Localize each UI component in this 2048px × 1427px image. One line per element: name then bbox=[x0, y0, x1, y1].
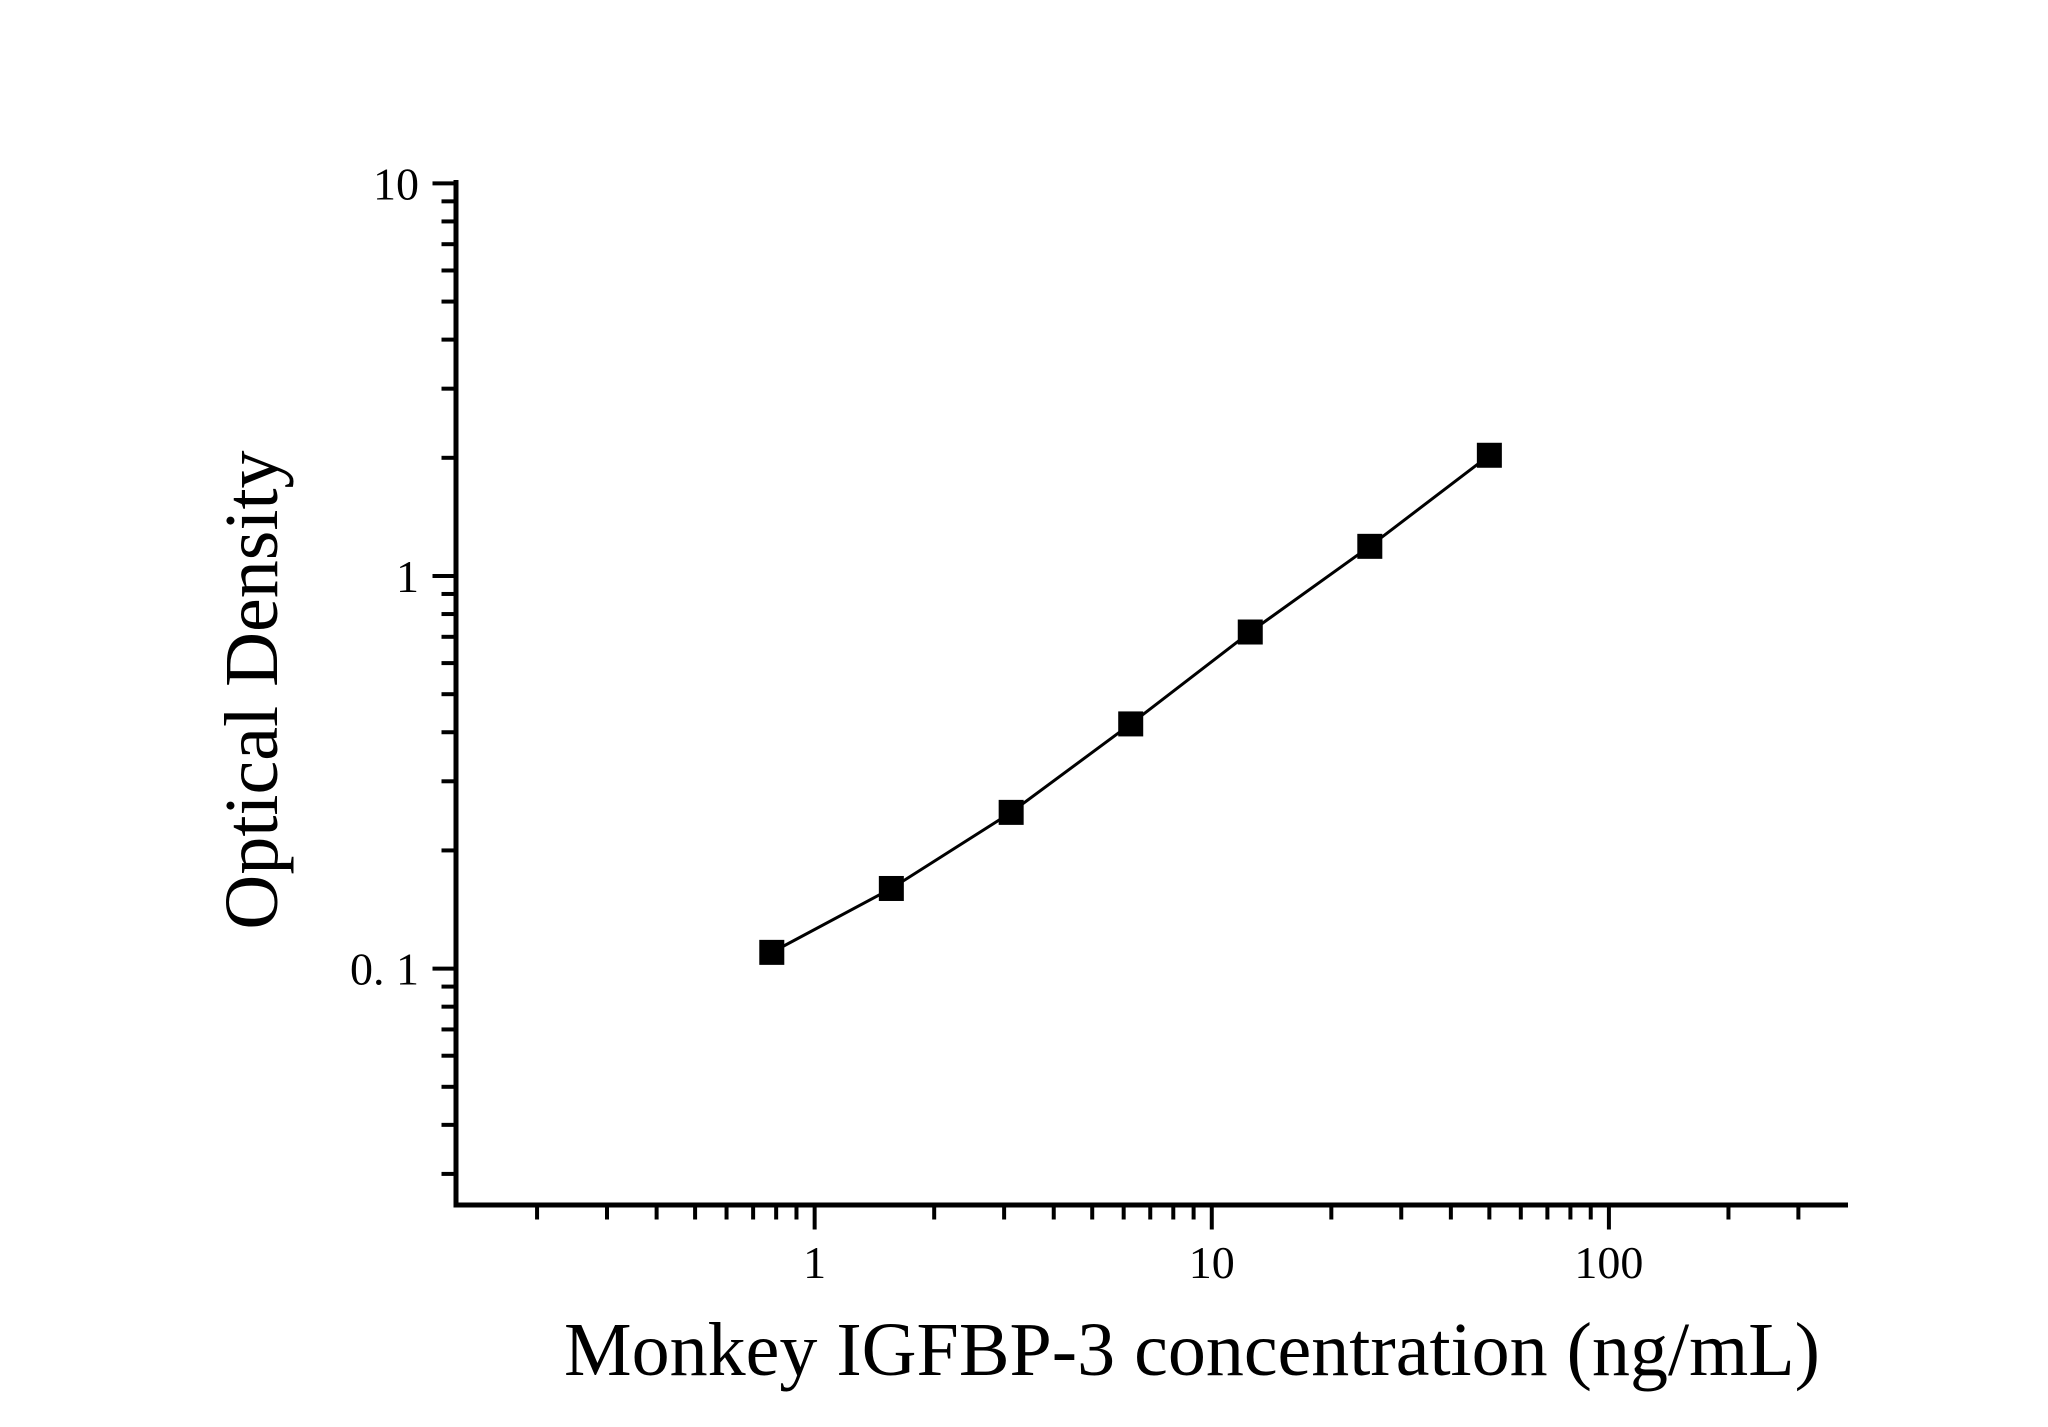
y-tick-label: 10 bbox=[373, 158, 419, 209]
x-tick-label: 100 bbox=[1574, 1237, 1643, 1288]
data-point-marker bbox=[878, 875, 904, 901]
data-point-marker bbox=[1118, 711, 1144, 737]
data-point-marker bbox=[1237, 619, 1263, 645]
data-point-marker bbox=[1476, 442, 1502, 468]
x-tick-label: 10 bbox=[1189, 1237, 1235, 1288]
data-point-marker bbox=[998, 799, 1024, 825]
y-tick-label: 1 bbox=[396, 551, 419, 602]
y-axis-title: Optical Density bbox=[210, 450, 294, 930]
data-point-marker bbox=[759, 939, 785, 965]
y-tick-label: 0. 1 bbox=[350, 944, 419, 995]
x-axis-title: Monkey IGFBP-3 concentration (ng/mL) bbox=[564, 1308, 1820, 1392]
x-tick-label: 1 bbox=[803, 1237, 826, 1288]
data-point-marker bbox=[1357, 533, 1383, 559]
